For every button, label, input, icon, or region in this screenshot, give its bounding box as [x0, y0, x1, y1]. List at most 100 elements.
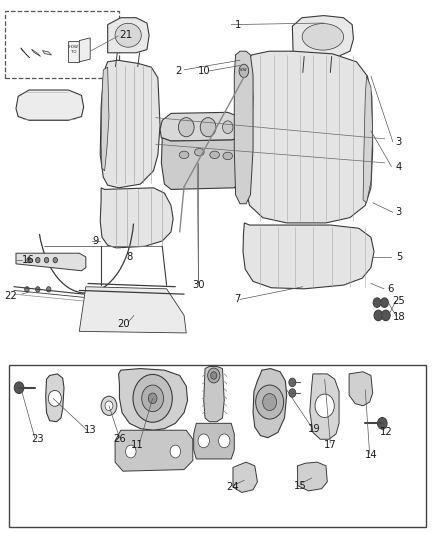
Circle shape — [133, 374, 172, 422]
Ellipse shape — [239, 64, 249, 77]
Polygon shape — [194, 423, 234, 459]
Text: 4: 4 — [396, 161, 402, 172]
Polygon shape — [253, 368, 287, 438]
Ellipse shape — [302, 23, 344, 50]
Circle shape — [381, 310, 390, 321]
Text: 11: 11 — [131, 440, 143, 450]
Circle shape — [27, 257, 31, 263]
Text: 25: 25 — [392, 296, 405, 306]
Circle shape — [223, 121, 233, 134]
Circle shape — [208, 368, 220, 383]
Polygon shape — [310, 374, 339, 439]
Circle shape — [381, 298, 389, 308]
Circle shape — [170, 445, 180, 458]
Polygon shape — [161, 136, 243, 189]
Text: 30: 30 — [192, 280, 205, 290]
Circle shape — [289, 378, 296, 386]
Text: 3: 3 — [396, 207, 402, 217]
Polygon shape — [21, 48, 29, 58]
Text: 1: 1 — [235, 20, 241, 30]
Polygon shape — [363, 76, 373, 203]
Text: 23: 23 — [32, 434, 44, 445]
Ellipse shape — [120, 305, 148, 326]
Polygon shape — [234, 51, 253, 204]
Circle shape — [198, 434, 209, 448]
Ellipse shape — [223, 152, 233, 160]
Text: 5: 5 — [396, 252, 402, 262]
Text: 12: 12 — [379, 427, 392, 438]
Circle shape — [263, 393, 277, 410]
Text: TO: TO — [71, 50, 77, 54]
Circle shape — [126, 445, 136, 458]
FancyBboxPatch shape — [5, 11, 119, 78]
Circle shape — [148, 393, 157, 403]
Ellipse shape — [114, 300, 153, 331]
Circle shape — [289, 389, 296, 397]
Polygon shape — [79, 38, 90, 62]
Text: 7: 7 — [234, 294, 240, 304]
Text: 21: 21 — [120, 30, 133, 41]
Polygon shape — [100, 60, 160, 188]
Polygon shape — [243, 60, 253, 187]
Polygon shape — [16, 90, 84, 120]
Ellipse shape — [179, 151, 189, 159]
Text: 22: 22 — [4, 290, 17, 301]
Polygon shape — [243, 223, 374, 289]
Circle shape — [219, 434, 230, 448]
Polygon shape — [349, 372, 373, 406]
Circle shape — [378, 417, 387, 429]
Circle shape — [101, 396, 117, 415]
Text: 8: 8 — [127, 252, 133, 262]
Circle shape — [44, 257, 49, 263]
Circle shape — [315, 394, 334, 417]
Text: 20: 20 — [117, 319, 130, 329]
Text: 18: 18 — [392, 312, 405, 322]
Polygon shape — [119, 368, 187, 430]
Circle shape — [35, 287, 40, 292]
Polygon shape — [115, 430, 193, 471]
Text: HOW: HOW — [69, 45, 79, 49]
Polygon shape — [101, 67, 109, 171]
Circle shape — [200, 118, 216, 137]
Circle shape — [211, 372, 217, 379]
Text: 6: 6 — [387, 284, 393, 294]
Circle shape — [105, 401, 113, 410]
Polygon shape — [243, 51, 373, 223]
Text: 9: 9 — [93, 236, 99, 246]
Polygon shape — [16, 253, 86, 271]
Circle shape — [178, 118, 194, 137]
Circle shape — [142, 385, 163, 411]
Text: 24: 24 — [226, 482, 239, 492]
Polygon shape — [297, 462, 327, 491]
Circle shape — [25, 287, 29, 292]
Text: 2: 2 — [176, 66, 182, 76]
Text: 17: 17 — [324, 440, 337, 450]
Circle shape — [374, 310, 383, 321]
Circle shape — [256, 385, 284, 419]
FancyBboxPatch shape — [10, 365, 426, 527]
Text: HOW: HOW — [240, 68, 247, 72]
Circle shape — [48, 390, 61, 406]
Text: 15: 15 — [293, 481, 306, 490]
Polygon shape — [42, 51, 52, 55]
Ellipse shape — [194, 149, 204, 156]
Polygon shape — [108, 18, 149, 53]
Polygon shape — [79, 287, 186, 333]
Polygon shape — [160, 112, 243, 141]
Text: 26: 26 — [113, 434, 126, 445]
Text: 3: 3 — [396, 136, 402, 147]
Text: 16: 16 — [21, 255, 35, 265]
Polygon shape — [204, 367, 224, 422]
Circle shape — [35, 257, 40, 263]
Polygon shape — [292, 15, 353, 57]
Circle shape — [53, 257, 57, 263]
Polygon shape — [233, 462, 258, 492]
Ellipse shape — [115, 23, 141, 47]
Polygon shape — [68, 41, 79, 62]
Ellipse shape — [210, 151, 219, 159]
Text: 14: 14 — [364, 450, 377, 460]
Polygon shape — [100, 188, 173, 248]
Text: 10: 10 — [198, 66, 210, 76]
Circle shape — [14, 382, 24, 393]
Polygon shape — [46, 374, 64, 422]
